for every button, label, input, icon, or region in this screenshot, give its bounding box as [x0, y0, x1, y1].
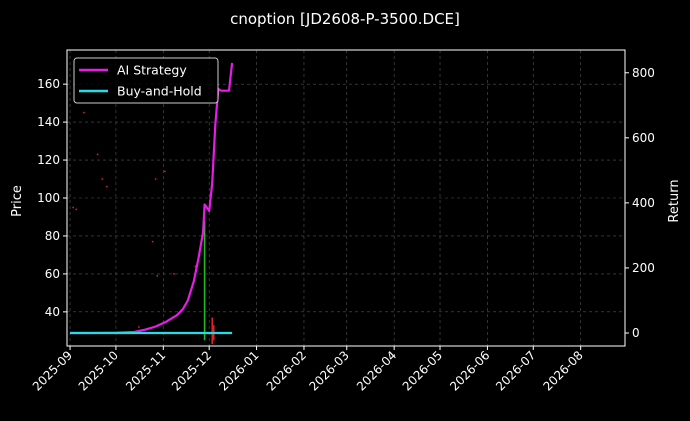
- x-tick-label: 2026-01: [216, 348, 261, 393]
- y-axis-right: 0 200 400 600 800: [625, 66, 655, 340]
- x-tick-label: 2026-08: [540, 348, 585, 393]
- price-mark: [163, 170, 166, 173]
- price-layer: [72, 111, 215, 345]
- x-tick-label: 2025-12: [169, 348, 214, 393]
- y-axis-right-label: Return: [667, 179, 682, 222]
- y-right-tick-label: 600: [632, 131, 655, 145]
- price-mark: [82, 111, 85, 114]
- x-axis: 2025-09 2025-10 2025-11 2025-12 2026-01 2026-…: [30, 346, 586, 394]
- price-mark: [96, 153, 99, 156]
- price-mark: [101, 178, 104, 180]
- x-tick-label: 2026-02: [264, 348, 309, 393]
- legend-label: Buy-and-Hold: [117, 84, 202, 99]
- y-right-tick-label: 400: [632, 196, 655, 210]
- x-tick-label: 2026-05: [400, 348, 445, 393]
- price-mark: [154, 178, 157, 180]
- price-mark: [173, 272, 175, 275]
- x-tick-label: 2025-09: [30, 348, 75, 393]
- y-right-tick-label: 0: [632, 326, 640, 340]
- legend: AI Strategy Buy-and-Hold: [73, 57, 219, 104]
- y-axis-left-label: Price: [10, 185, 25, 217]
- legend-label: AI Strategy: [117, 63, 187, 78]
- price-mark: [156, 274, 159, 277]
- price-mark: [151, 240, 154, 243]
- x-tick-label: 2026-06: [447, 348, 492, 393]
- y-left-tick-label: 140: [37, 115, 60, 129]
- y-left-tick-label: 120: [37, 153, 60, 167]
- x-tick-label: 2026-04: [354, 348, 399, 393]
- price-mark: [72, 206, 75, 209]
- y-left-tick-label: 100: [37, 191, 60, 205]
- x-tick-label: 2026-07: [493, 348, 538, 393]
- y-left-tick-label: 60: [45, 267, 60, 281]
- price-mark: [75, 208, 78, 211]
- y-right-tick-label: 800: [632, 66, 655, 80]
- chart-title: cnoption [JD2608-P-3500.DCE]: [230, 10, 460, 28]
- legend-box: [73, 57, 219, 104]
- y-left-tick-label: 80: [45, 229, 60, 243]
- x-tick-label: 2025-10: [76, 348, 121, 393]
- x-tick-label: 2026-03: [307, 348, 352, 393]
- x-tick-label: 2025-11: [123, 348, 168, 393]
- price-mark: [105, 185, 108, 188]
- price-mark: [137, 326, 140, 328]
- grid-lines: [67, 50, 625, 346]
- y-axis-left: 40 60 80 100 120 140 160: [37, 77, 67, 319]
- y-right-tick-label: 200: [632, 261, 655, 275]
- y-left-tick-label: 160: [37, 77, 60, 91]
- y-left-tick-label: 40: [45, 305, 60, 319]
